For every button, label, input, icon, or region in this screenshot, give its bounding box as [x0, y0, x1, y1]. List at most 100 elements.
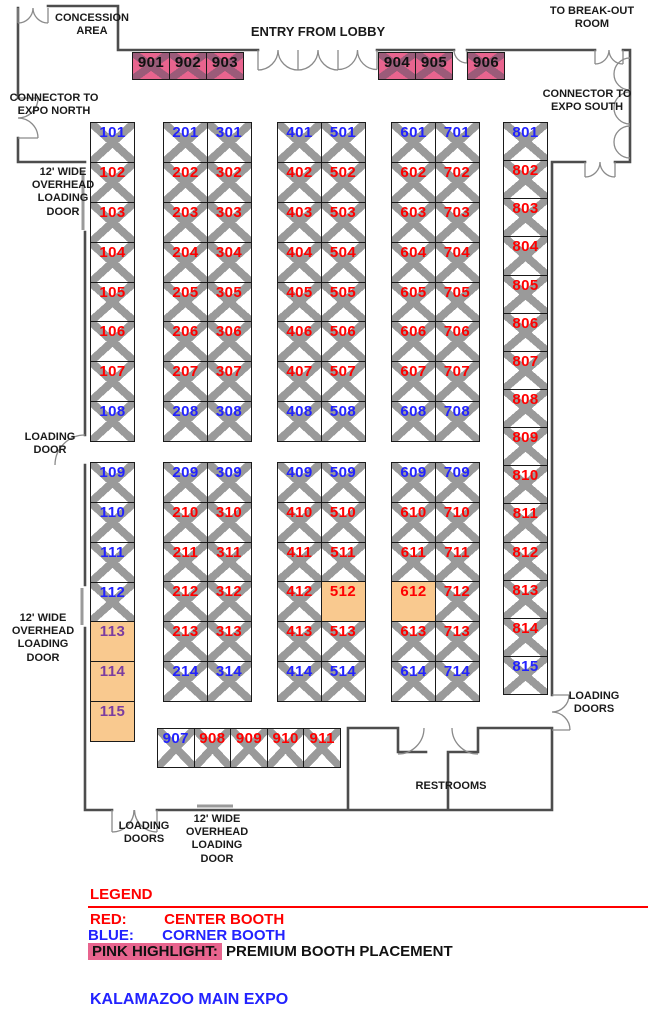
booth-number: 304	[215, 243, 243, 261]
booth-507: 507	[321, 361, 365, 402]
booth-number: 111	[100, 543, 125, 561]
booth-806: 806	[504, 312, 547, 351]
booth-number: 203	[172, 203, 199, 221]
booth-202: 202	[164, 161, 207, 202]
booth-number: 501	[329, 124, 357, 141]
label-connector-south: CONNECTOR TO EXPO SOUTH	[542, 88, 632, 114]
label-to-breakout-room: TO BREAK-OUT ROOM	[549, 5, 635, 31]
booth-303: 303	[207, 201, 251, 242]
booth-number: 208	[172, 403, 199, 421]
booth-208: 208	[164, 401, 207, 441]
booth-number: 814	[512, 619, 539, 637]
legend-blue-value: CORNER BOOTH	[162, 927, 286, 944]
booth-610: 610	[392, 501, 435, 542]
booth-910: 910	[266, 729, 304, 767]
booth-number: 903	[211, 54, 239, 71]
booth-number: 308	[215, 403, 243, 421]
restroom-doors	[397, 727, 479, 755]
booth-number: 105	[99, 283, 126, 301]
booth-number: 601	[400, 124, 427, 141]
booth-105: 105	[91, 281, 134, 322]
booth-307: 307	[207, 361, 251, 402]
booth-704: 704	[435, 241, 479, 282]
booth-305: 305	[207, 281, 251, 322]
booth-number: 104	[99, 243, 126, 261]
label-concession-area: CONCESSION AREA	[55, 12, 129, 38]
booth-612: 612	[392, 581, 435, 622]
booth-number: 107	[99, 363, 126, 381]
booth-group-premium_right: 906	[467, 52, 505, 80]
booth-number: 804	[512, 238, 539, 256]
booth-103: 103	[91, 201, 134, 242]
booth-number: 808	[512, 390, 539, 408]
booth-807: 807	[504, 350, 547, 389]
booth-number: 303	[215, 203, 243, 221]
booth-801: 801	[504, 123, 547, 161]
booth-group-c700_upper: 701 702 703 704 705 706 707 708	[434, 122, 480, 442]
booth-106: 106	[91, 321, 134, 362]
booth-number: 614	[400, 663, 427, 681]
booth-203: 203	[164, 201, 207, 242]
booth-710: 710	[435, 501, 479, 542]
booth-114: 114	[91, 661, 134, 702]
page-title: KALAMAZOO MAIN EXPO	[90, 991, 289, 1008]
booth-607: 607	[392, 361, 435, 402]
booth-number: 108	[99, 403, 126, 421]
legend-row-pink: PINK HIGHLIGHT: PREMIUM BOOTH PLACEMENT	[88, 943, 453, 960]
booth-707: 707	[435, 361, 479, 402]
booth-number: 811	[512, 505, 539, 523]
booth-502: 502	[321, 161, 365, 202]
booth-number: 407	[286, 363, 313, 381]
label-overhead-door-s: 12' WIDE OVERHEAD LOADING DOOR	[185, 813, 249, 865]
booth-number: 802	[512, 162, 539, 180]
booth-number: 510	[329, 503, 357, 521]
booth-708: 708	[435, 401, 479, 441]
side-door-905	[453, 49, 468, 64]
booth-111: 111	[91, 541, 134, 582]
booth-number: 508	[329, 403, 357, 421]
loading-doors-south	[111, 809, 158, 833]
booth-908: 908	[193, 729, 231, 767]
legend-red-value: CENTER BOOTH	[164, 911, 285, 928]
booth-group-row_900s: 907 908 909 910 911	[157, 728, 341, 768]
booth-702: 702	[435, 161, 479, 202]
booth-number: 410	[286, 503, 313, 521]
booth-503: 503	[321, 201, 365, 242]
booth-312: 312	[207, 581, 251, 622]
booth-number: 611	[400, 543, 427, 561]
booth-602: 602	[392, 161, 435, 202]
booth-number: 102	[99, 163, 126, 181]
booth-814: 814	[504, 617, 547, 656]
booth-number: 807	[512, 352, 539, 370]
booth-group-premium_mid: 904 905	[378, 52, 453, 80]
booth-403: 403	[278, 201, 321, 242]
booth-102: 102	[91, 161, 134, 202]
concession-doors	[17, 7, 49, 24]
booth-903: 903	[205, 53, 243, 79]
booth-number: 506	[329, 323, 357, 341]
legend-pink-key: PINK HIGHLIGHT:	[88, 943, 222, 960]
booth-409: 409	[278, 463, 321, 502]
booth-number: 311	[216, 543, 242, 561]
booth-809: 809	[504, 427, 547, 466]
breakout-doors	[594, 49, 624, 65]
booth-number: 902	[174, 54, 202, 71]
booth-number: 211	[172, 543, 199, 561]
booth-number: 810	[512, 467, 539, 485]
booth-number: 513	[329, 623, 357, 641]
label-restrooms: RESTROOMS	[415, 780, 487, 792]
booth-214: 214	[164, 661, 207, 701]
booth-number: 907	[162, 730, 189, 747]
booth-413: 413	[278, 621, 321, 662]
booth-401: 401	[278, 123, 321, 162]
booth-907: 907	[158, 729, 194, 767]
booth-number: 204	[172, 243, 199, 261]
booth-number: 705	[443, 283, 471, 301]
booth-number: 906	[472, 54, 500, 71]
booth-412: 412	[278, 581, 321, 622]
booth-group-c500_lower: 509 510 511 512 513 514	[320, 462, 366, 702]
booth-group-c200_upper: 201 202 203 204 205 206 207 208	[163, 122, 208, 442]
booth-number: 302	[215, 163, 243, 181]
booth-410: 410	[278, 501, 321, 542]
booth-number: 710	[443, 503, 471, 521]
